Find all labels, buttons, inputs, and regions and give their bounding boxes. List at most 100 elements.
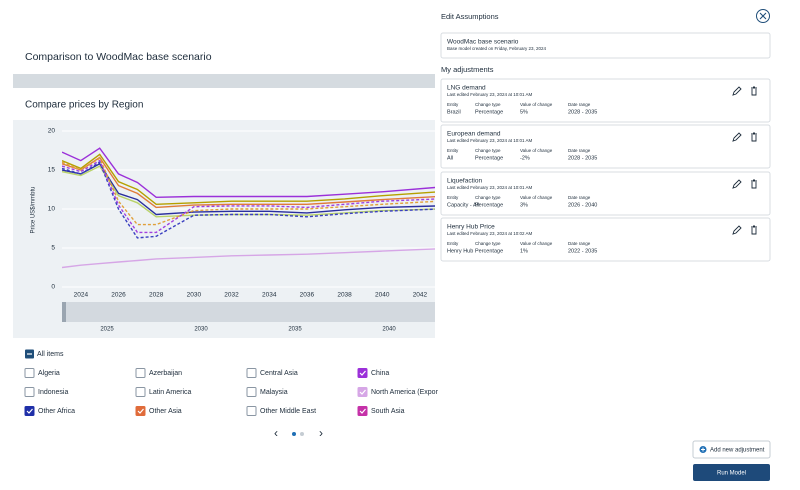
checkbox[interactable] [24,387,35,397]
base-subtitle: Base model created on Friday, February 2… [447,46,546,51]
page-dot[interactable] [292,432,296,436]
filter-label: China [371,370,389,377]
add-button[interactable] [692,440,771,459]
card-edited: Last edited February 23, 2024 at 10:01 A… [447,185,533,190]
field-label: Date range [568,195,591,200]
panel-title: Comparison to WoodMac base scenario [25,51,212,63]
plus [701,447,705,452]
adjustment-card[interactable] [440,171,771,216]
filter-label: South Asia [371,408,405,415]
field-label: Entity [447,195,459,200]
checkbox[interactable] [357,387,368,397]
filter-label: Other Middle East [260,408,316,415]
check-mark [26,408,33,414]
field-label: Value of change [520,195,553,200]
checkbox[interactable] [135,368,146,378]
field-label: Entity [447,241,459,246]
y-tick-label: 5 [51,245,55,252]
field-value: Brazil [447,109,461,115]
field-value: 1% [520,248,528,254]
check-mark [359,408,366,414]
field-value: 2026 - 2040 [568,202,597,208]
filter-label: Other Africa [38,408,75,415]
edit-icon[interactable] [732,179,742,189]
close-icon [759,12,767,20]
adjustment-card[interactable] [440,217,771,262]
delete-icon[interactable] [751,86,757,96]
edit-icon[interactable] [732,132,742,142]
navigator-tick-label: 2025 [100,327,114,333]
checkbox[interactable] [135,406,146,416]
prev-page[interactable]: ‹ [274,426,278,440]
add-label: Add new adjustment [710,448,765,454]
checkbox[interactable] [135,387,146,397]
checkbox[interactable] [24,368,35,378]
filter-label: Algeria [38,370,60,377]
checkbox[interactable] [24,406,35,416]
card-title: Henry Hub Price [447,224,495,231]
adjustment-card[interactable] [440,124,771,169]
filter-label: Azerbaijan [149,370,182,377]
delete-icon[interactable] [751,179,757,189]
series-line [62,157,435,226]
x-tick-label: 2030 [187,292,202,299]
field-label: Date range [568,102,591,107]
chart-area [13,120,435,338]
x-tick-label: 2042 [413,292,428,299]
field-value: 2022 - 2035 [568,248,597,254]
y-tick-label: 20 [48,128,56,135]
field-value: Percentage [475,155,503,161]
y-tick-label: 10 [48,206,56,213]
field-label: Change type [475,195,501,200]
x-tick-label: 2040 [375,292,390,299]
field-value: -2% [520,155,530,161]
field-value: 5% [520,109,528,115]
checkbox[interactable] [357,406,368,416]
y-tick-label: 15 [48,167,56,174]
filter-label: Latin America [149,389,192,396]
field-value: Percentage [475,109,503,115]
field-label: Value of change [520,102,553,107]
x-tick-label: 2036 [300,292,315,299]
field-label: Value of change [520,241,553,246]
edit-icon[interactable] [732,225,742,235]
adjustment-card[interactable] [440,78,771,123]
close-button[interactable] [756,9,770,23]
run-button[interactable] [693,464,770,481]
field-label: Change type [475,241,501,246]
delete-icon[interactable] [751,225,757,235]
field-value: 2028 - 2035 [568,155,597,161]
series-line [62,153,435,206]
filter-label: North America (Expor [371,389,439,396]
checkbox[interactable] [357,368,368,378]
y-tick-label: 0 [51,284,55,291]
filter-label: Other Asia [149,408,182,415]
x-tick-label: 2028 [149,292,164,299]
checkbox[interactable] [246,387,257,397]
series-line [62,147,435,199]
page-dot[interactable] [300,432,304,436]
checkbox[interactable] [246,406,257,416]
navigator-handle[interactable] [62,302,66,322]
check-mark [137,408,144,414]
x-tick-label: 2032 [224,292,239,299]
x-tick-label: 2038 [337,292,352,299]
edit-icon[interactable] [732,86,742,96]
next-page[interactable]: › [319,426,323,440]
base-card[interactable] [440,32,771,59]
delete-icon[interactable] [751,132,757,142]
check-mark [359,389,366,395]
card-edited: Last edited February 23, 2024 at 10:01 A… [447,92,533,97]
check-mark [359,370,366,376]
field-label: Change type [475,148,501,153]
checkbox[interactable] [246,368,257,378]
card-edited: Last edited February 23, 2024 at 10:01 A… [447,138,533,143]
field-value: Percentage [475,248,503,254]
field-label: Date range [568,148,591,153]
navigator[interactable] [62,302,435,322]
all-items-label: All items [37,351,64,358]
field-label: Date range [568,241,591,246]
field-value: All [447,155,453,161]
series-line [62,159,435,234]
